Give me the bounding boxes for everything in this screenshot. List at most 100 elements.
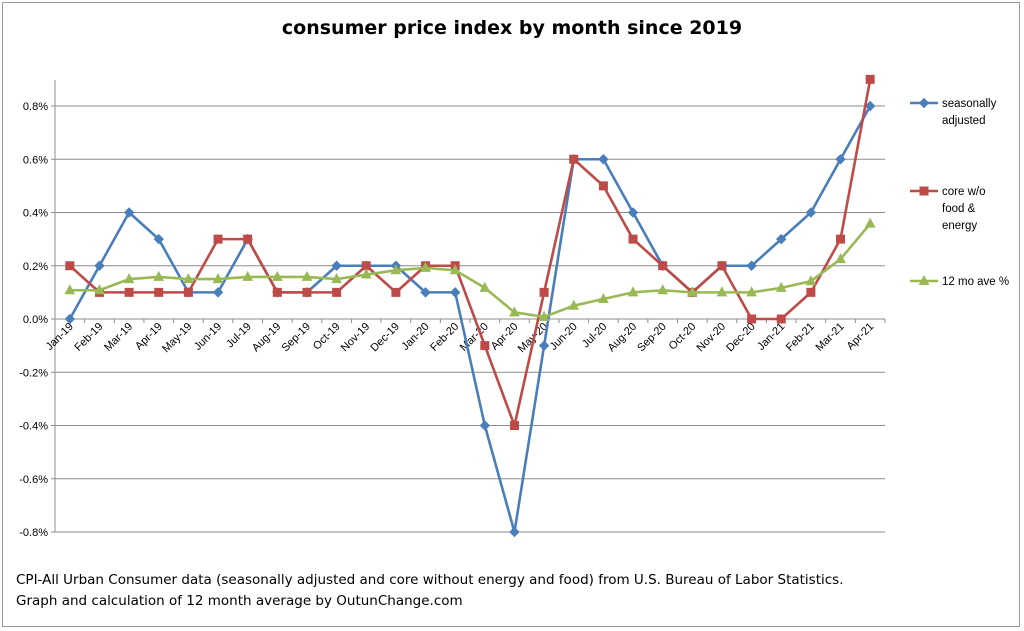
data-point bbox=[123, 207, 135, 218]
legend-label: core w/o bbox=[942, 186, 985, 198]
data-point bbox=[775, 281, 787, 292]
data-point bbox=[627, 207, 639, 218]
x-tick-label: Dec-19 bbox=[368, 321, 402, 355]
x-tick-label: Jan-21 bbox=[755, 321, 787, 353]
y-tick-label: 0.2% bbox=[23, 261, 48, 273]
data-point bbox=[835, 154, 846, 165]
x-tick-label: Nov-20 bbox=[695, 321, 729, 355]
data-point bbox=[776, 314, 786, 324]
x-tick-label: Oct-19 bbox=[311, 321, 343, 353]
data-point bbox=[449, 264, 461, 275]
data-point bbox=[272, 287, 282, 297]
y-tick-label: 0.8% bbox=[23, 101, 48, 113]
x-tick-label: Dec-20 bbox=[724, 321, 758, 355]
series-2 bbox=[65, 74, 875, 430]
data-point bbox=[658, 261, 668, 271]
data-point bbox=[242, 270, 254, 281]
chart-title: consumer price index by month since 2019 bbox=[282, 17, 742, 39]
data-point bbox=[865, 74, 875, 84]
data-point bbox=[449, 287, 461, 298]
y-tick-label: -0.4% bbox=[19, 421, 48, 433]
data-point bbox=[717, 261, 727, 271]
x-tick-label: Jan-20 bbox=[399, 321, 431, 353]
data-point bbox=[154, 287, 164, 297]
data-point bbox=[686, 286, 698, 297]
data-point bbox=[331, 272, 342, 284]
data-point bbox=[124, 287, 134, 297]
y-tick-label: -0.8% bbox=[19, 527, 48, 539]
data-point bbox=[213, 234, 223, 244]
x-tick-label: Aug-19 bbox=[250, 321, 284, 355]
data-point bbox=[212, 272, 224, 284]
y-tick-labels: -0.8% -0.6% -0.4% -0.2% 0.0% 0.2% 0.4% 0.6% 0.8% bbox=[19, 101, 48, 539]
data-point bbox=[835, 253, 846, 264]
data-point bbox=[538, 340, 550, 351]
data-point bbox=[776, 233, 787, 245]
data-point bbox=[243, 234, 253, 244]
x-tick-label: Jun-20 bbox=[548, 321, 580, 353]
data-point bbox=[538, 310, 550, 321]
x-tick-label: Oct-20 bbox=[667, 321, 699, 353]
data-point bbox=[746, 286, 757, 297]
legend-label: food & bbox=[942, 203, 976, 215]
data-point bbox=[212, 287, 224, 298]
legend-entry-2: core w/o food & energy bbox=[910, 186, 985, 232]
data-point bbox=[183, 287, 193, 297]
data-point bbox=[836, 234, 846, 244]
data-point bbox=[153, 270, 165, 281]
x-tick-label: Nov-19 bbox=[339, 321, 373, 355]
legend-swatch-marker bbox=[918, 97, 930, 109]
data-point bbox=[480, 341, 490, 351]
data-point bbox=[332, 287, 342, 297]
x-tick-label: Aug-20 bbox=[606, 321, 640, 355]
data-point bbox=[271, 270, 283, 281]
x-tick-label: Apr-21 bbox=[844, 321, 876, 353]
data-series bbox=[64, 74, 876, 538]
data-point bbox=[657, 284, 669, 295]
data-point bbox=[598, 154, 609, 165]
x-tick-label: May-19 bbox=[160, 321, 194, 355]
x-tick-label: Feb-21 bbox=[784, 321, 817, 354]
data-point bbox=[805, 207, 817, 218]
data-point bbox=[331, 260, 342, 271]
data-point bbox=[569, 154, 579, 164]
data-point bbox=[509, 421, 519, 430]
series-line bbox=[68, 79, 872, 427]
legend-label: seasonally bbox=[942, 98, 997, 110]
data-point bbox=[805, 275, 817, 286]
data-point bbox=[390, 264, 402, 275]
x-tick-label: Jan-19 bbox=[44, 321, 76, 353]
legend-swatch-marker bbox=[919, 186, 929, 196]
y-tick-label: 0.6% bbox=[23, 154, 48, 166]
x-tick-label: Feb-20 bbox=[428, 321, 461, 354]
legend-entry-1: seasonally adjusted bbox=[910, 97, 997, 127]
data-point bbox=[716, 286, 728, 297]
data-point bbox=[628, 234, 638, 244]
data-point bbox=[301, 270, 313, 281]
data-point bbox=[539, 287, 549, 297]
data-point bbox=[568, 299, 580, 310]
data-point bbox=[479, 281, 491, 292]
data-point bbox=[864, 100, 876, 112]
data-point bbox=[360, 268, 372, 279]
data-point bbox=[420, 287, 431, 298]
legend-entry-3: 12 mo ave % bbox=[910, 274, 1009, 288]
data-point bbox=[598, 181, 608, 191]
x-tick-label: Sep-19 bbox=[280, 321, 314, 355]
x-tick-label: Feb-19 bbox=[72, 321, 105, 354]
data-point bbox=[153, 233, 164, 245]
data-point bbox=[64, 284, 76, 295]
y-tick-label: 0.0% bbox=[23, 314, 48, 326]
gridlines bbox=[55, 105, 885, 533]
data-point bbox=[479, 420, 491, 431]
legend-label: 12 mo ave % bbox=[942, 276, 1009, 288]
y-tick-label: -0.6% bbox=[19, 474, 48, 486]
x-tick-label: Sep-20 bbox=[635, 321, 669, 355]
x-tick-label: Mar-21 bbox=[814, 321, 847, 354]
data-point bbox=[64, 313, 76, 325]
footnote-line-1: CPI-All Urban Consumer data (seasonally … bbox=[16, 572, 844, 588]
series-line bbox=[69, 222, 872, 319]
y-tick-label: -0.2% bbox=[19, 367, 48, 379]
